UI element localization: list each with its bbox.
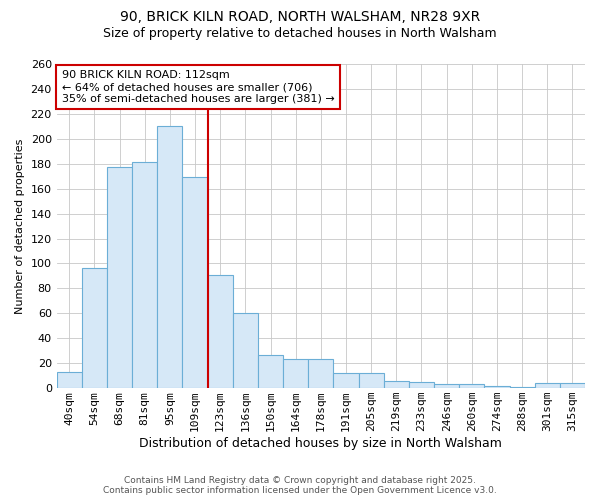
Bar [132,162,157,388]
Bar [258,354,283,388]
Bar [157,126,182,388]
Text: Contains HM Land Registry data © Crown copyright and database right 2025.
Contai: Contains HM Land Registry data © Crown c… [103,476,497,495]
Bar [233,314,258,388]
Bar [384,380,409,388]
Bar [283,360,308,388]
Bar [56,372,82,388]
Bar [208,274,233,388]
Bar [459,384,484,388]
Bar [107,168,132,388]
Bar [334,373,359,388]
Y-axis label: Number of detached properties: Number of detached properties [15,138,25,314]
Bar [484,386,509,388]
Bar [308,360,334,388]
Bar [182,178,208,388]
Text: Size of property relative to detached houses in North Walsham: Size of property relative to detached ho… [103,28,497,40]
X-axis label: Distribution of detached houses by size in North Walsham: Distribution of detached houses by size … [139,437,502,450]
Bar [359,373,384,388]
Text: 90, BRICK KILN ROAD, NORTH WALSHAM, NR28 9XR: 90, BRICK KILN ROAD, NORTH WALSHAM, NR28… [120,10,480,24]
Text: 90 BRICK KILN ROAD: 112sqm
← 64% of detached houses are smaller (706)
35% of sem: 90 BRICK KILN ROAD: 112sqm ← 64% of deta… [62,70,335,104]
Bar [434,384,459,388]
Bar [560,383,585,388]
Bar [409,382,434,388]
Bar [509,387,535,388]
Bar [535,383,560,388]
Bar [82,268,107,388]
